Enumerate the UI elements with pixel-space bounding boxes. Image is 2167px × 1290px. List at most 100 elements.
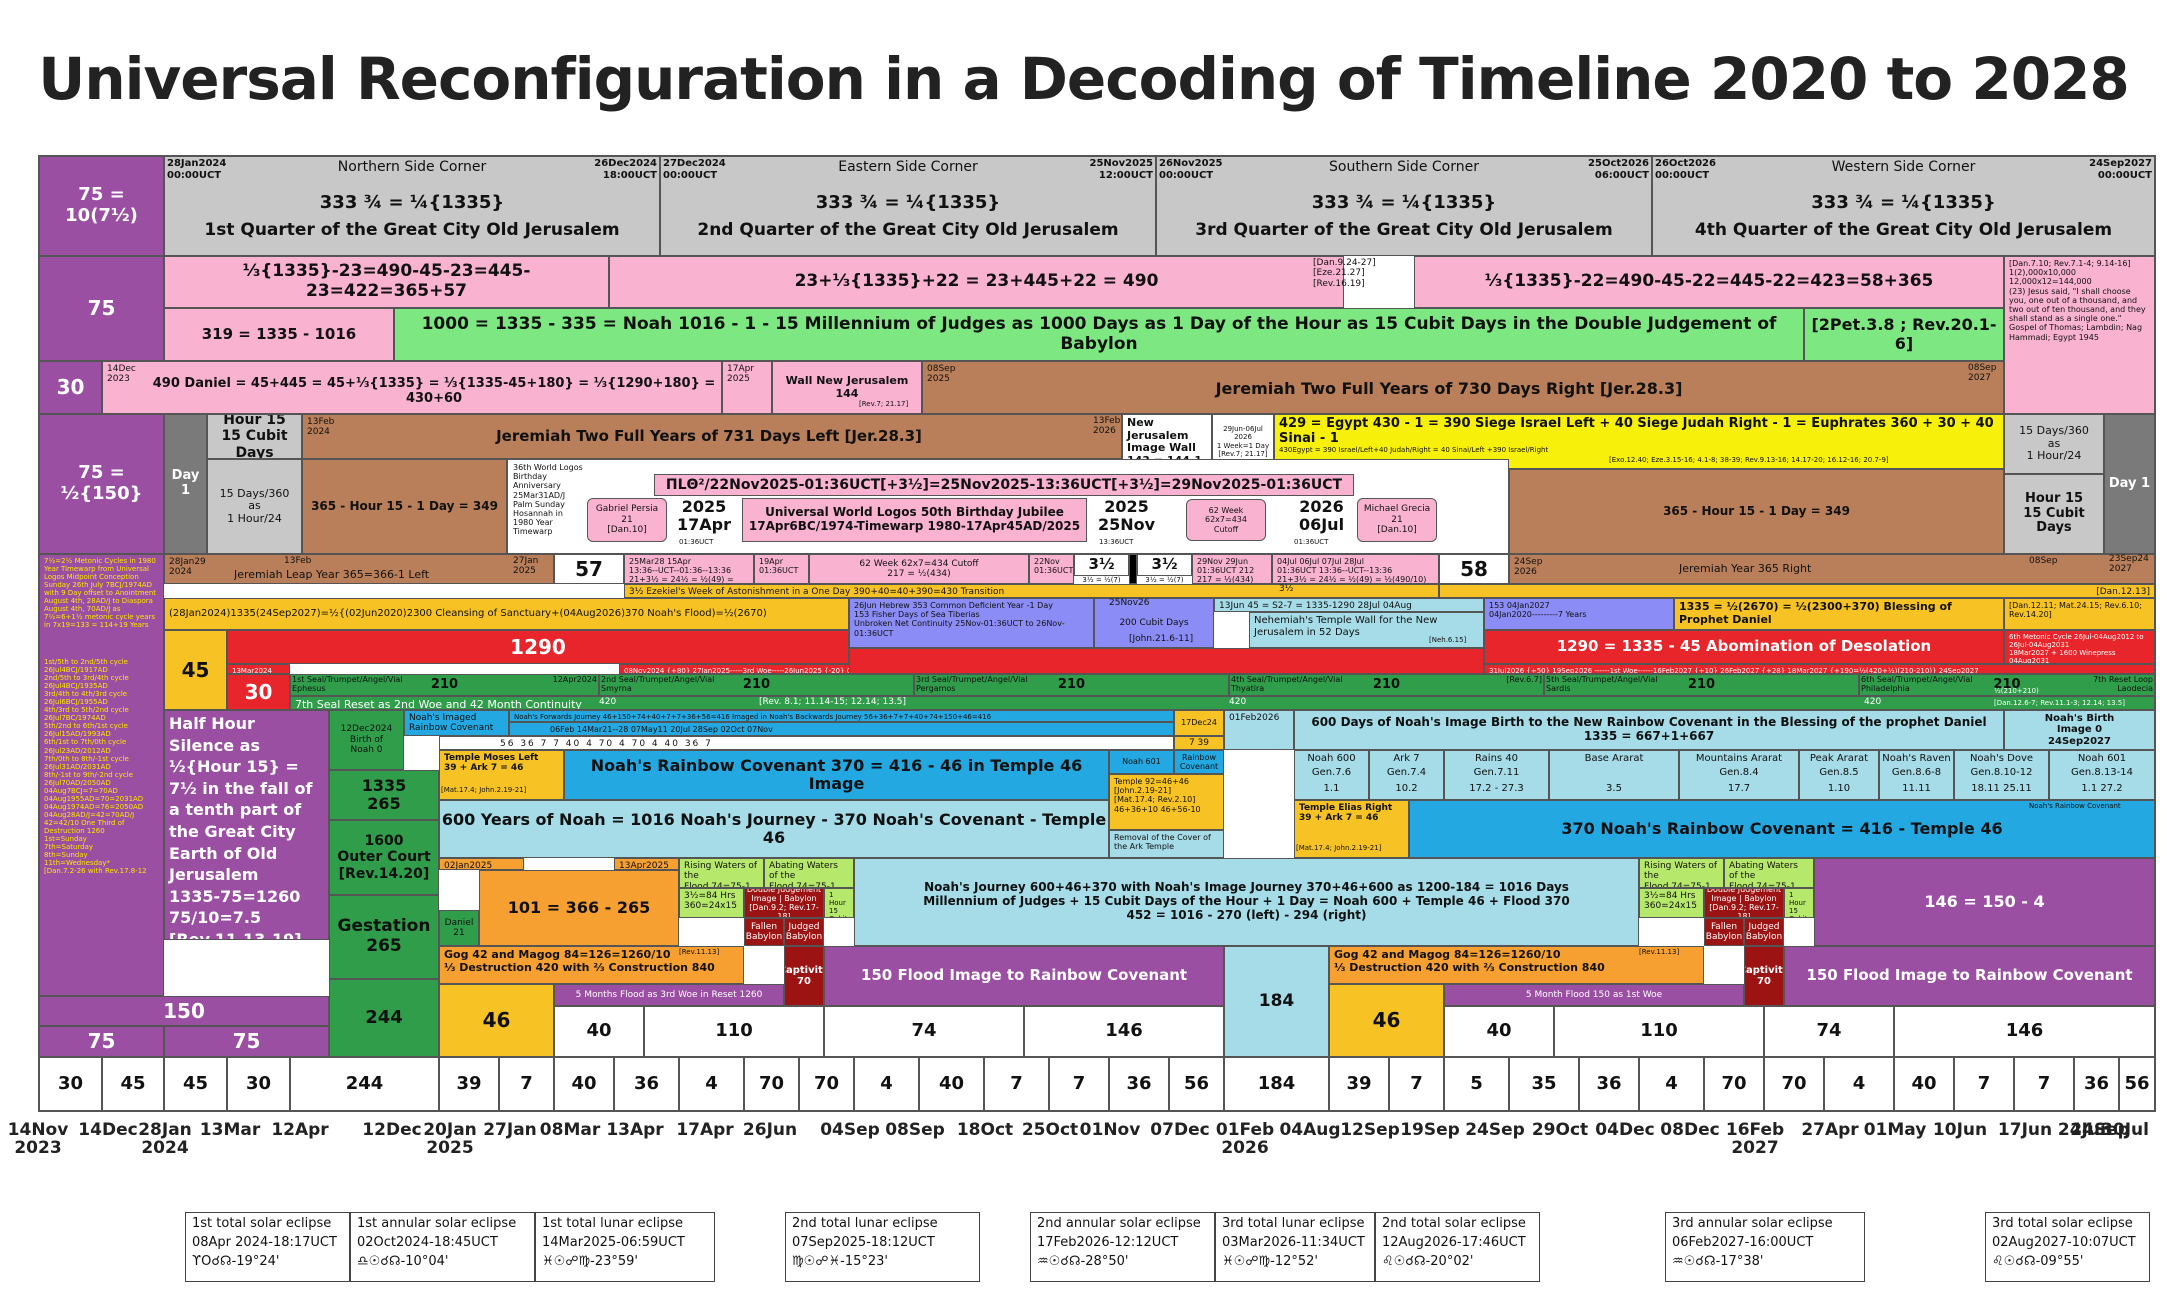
- n2102: ½(210+210): [1994, 687, 2039, 695]
- gen-stage-2: [1369, 750, 1444, 800]
- eclipse-position: ♍☉☍♓-15°23': [792, 1253, 888, 1269]
- eclipse-box: 1st total solar eclipse 08Apr 2024-18:17U…: [185, 1212, 350, 1282]
- gen-stage-5-ref: Gen.8.4: [1719, 767, 1759, 778]
- bottom-num-21: 7: [1389, 1057, 1444, 1111]
- seal-1-num: 210: [430, 677, 459, 692]
- quarter-1-side: Northern Side Corner: [337, 158, 487, 175]
- quarter-4-end: 24Sep2027 00:00UCT: [2089, 158, 2152, 181]
- quarter-2-start: 27Dec2024 00:00UCT: [663, 158, 726, 181]
- noah-nums: 56 36 7 7 40 4 70 4 70 4 40 36 7: [439, 736, 1174, 750]
- bottom-num-5: 244: [290, 1057, 439, 1111]
- captivity-2: Captivity 70: [1744, 946, 1784, 1006]
- seven-years: 153 04Jan2027 04Jan2020---------7 Years: [1484, 598, 1674, 630]
- timeline-date: 14Dec: [78, 1120, 138, 1140]
- seal-3-num: 210: [1057, 677, 1086, 692]
- eclipse-name: 2nd annular solar eclipse: [1037, 1216, 1201, 1231]
- gen-stage-5-title: Mountains Ararat: [1695, 753, 1783, 764]
- seventh-seal: 7th Seal Reset as 2nd Woe and 42 Month C…: [290, 696, 2155, 710]
- gog-magog-2: Gog 42 and Magog 84=126=1260/10 ⅓ Destru…: [1329, 946, 1704, 984]
- quarter-2-end: 25Nov2025 12:00UCT: [1089, 158, 1153, 181]
- timeline-date: 07Dec: [1150, 1120, 1210, 1140]
- eclipse-position: ♒☉☌☊-17°38': [1672, 1253, 1764, 1269]
- s45: 13Jun 45 = S2-7 = 1335-1290 28Jul 04Aug: [1214, 598, 1484, 612]
- blessing: 1335 = ½(2670) = ½(2300+370) Blessing of…: [1674, 598, 2004, 630]
- gen-stage-2-title: Ark 7: [1393, 753, 1420, 764]
- timeline-date: 08Mar: [539, 1120, 601, 1140]
- n46-left: 46: [439, 984, 554, 1057]
- quarter-1-start: 28Jan2024 00:00UCT: [167, 158, 227, 181]
- half-week-1-sub: 3½ = ½(7): [1082, 576, 1121, 584]
- d28jan: 28Jan29 2024: [164, 554, 554, 584]
- formula-left: ⅓{1335}-23=490-45-23=445-23=422=365+57: [164, 256, 609, 308]
- gen-stage-3-ref: Gen.7.11: [1473, 767, 1520, 778]
- d24sep: 24Sep 2026: [1509, 554, 2155, 584]
- seal-1: [290, 674, 599, 696]
- left-75-10: 75 = 10(7½): [39, 156, 164, 256]
- dec24: 17Dec24: [1174, 710, 1224, 736]
- bottom-num-13: 4: [854, 1057, 919, 1111]
- hrs84-2: 3½=84 Hrs 360=24x15: [1639, 888, 1704, 918]
- gog-ref-2: [Rev.11.13]: [1639, 948, 1680, 956]
- bottom-num-30: 7: [1954, 1057, 2014, 1111]
- quarter-4: [1652, 156, 2155, 256]
- bottom-num-4: 30: [227, 1057, 290, 1111]
- d2026-06jul: 2026 06Jul: [1284, 496, 1359, 536]
- timeline-date: 13Apr: [606, 1120, 664, 1140]
- fallen-2: Fallen Babylon: [1704, 918, 1744, 946]
- timeline-date: 08Sep: [885, 1120, 945, 1140]
- timeline-date: 26Jun: [742, 1120, 798, 1140]
- eclipse-time: 12Aug2026-17:46UCT: [1382, 1234, 1526, 1250]
- seal-6-name: 6th Seal/Trumpet/Angel/Vial Philadelphia: [1861, 675, 1973, 694]
- half-week-2: 3½: [1137, 554, 1192, 576]
- timeline-date: 29Oct: [1531, 1120, 1589, 1140]
- eclipse-position: ♓☉☍♍-12°52': [1222, 1253, 1318, 1269]
- noah-imaged: Noah's Imaged Rainbow Covenant: [404, 710, 509, 736]
- noah-journey: Noah's Journey 600+46+370 with Noah's Im…: [854, 858, 1639, 946]
- seal-4: [1229, 674, 1544, 696]
- rising-waters-2: Rising Waters of the Flood 74=75-1 Hour: [1639, 858, 1724, 888]
- seal-4-note: [Rev.6.7]: [1506, 675, 1542, 684]
- days360-left: 15 Days/360 as 1 Hour/24: [207, 459, 302, 554]
- n184: 184: [1224, 946, 1329, 1057]
- flood-count-left-2: 110: [644, 1006, 824, 1057]
- eclipse-box: 2nd total lunar eclipse 07Sep2025-18:12UC…: [785, 1212, 980, 1282]
- eclipse-time: 02Oct2024-18:45UCT: [357, 1234, 498, 1250]
- noah-dates: 06Feb 14Mar21--28 07May11 20Jul 28Sep 02…: [509, 722, 1174, 736]
- bottom-num-14: 40: [919, 1057, 984, 1111]
- seal-4-num: 210: [1372, 677, 1401, 692]
- temple92: Temple 92=46+46 [John.2.19-21] [Mat.17.4…: [1109, 774, 1224, 830]
- eclipse-box: 2nd total solar eclipse 12Aug2026-17:46UC…: [1375, 1212, 1540, 1282]
- gen-stage-5: [1679, 750, 1799, 800]
- n58: 58: [1439, 554, 1509, 584]
- gen-stage-9: [2049, 750, 2155, 800]
- jan02: 02Jan2025: [439, 858, 524, 870]
- left-150: 150: [39, 996, 329, 1026]
- hrs84: 3½=84 Hrs 360=24x15: [679, 888, 744, 918]
- day1-left: Day 1: [164, 414, 207, 554]
- quarter-4-side: Western Side Corner: [1831, 158, 1976, 175]
- eclipse-time: 08Apr 2024-18:17UCT: [192, 1234, 337, 1250]
- eclipse-name: 1st total lunar eclipse: [542, 1216, 684, 1231]
- days360-right: 15 Days/360 as 1 Hour/24: [2004, 414, 2104, 474]
- d13feb: 13Feb 2024: [302, 414, 1122, 459]
- daniel21: Daniel 21: [439, 910, 479, 946]
- n420a: 420: [599, 697, 617, 707]
- left-30b: 30: [227, 674, 290, 710]
- daniel-490: 490 Daniel = 45+445 = 45+⅓{1335} = ⅓{133…: [152, 376, 716, 406]
- formula-mid-ref: [Dan.9.24-27] [Eze.21.27] [Rev.16.19]: [1313, 258, 1376, 289]
- feb01-26: 01Feb2026: [1224, 710, 1294, 750]
- woe5: 5 Months Flood as 3rd Woe in Reset 1260: [554, 984, 784, 1006]
- nov29: 29Nov 29Jun 01:36UCT 212 217 = ½(434): [1192, 554, 1272, 584]
- quarter-4-formula: 333 ¾ = ¼{1335}: [1811, 191, 1996, 213]
- timeline-date: 19Sep: [1400, 1120, 1460, 1140]
- gen-stage-6-val: 1.10: [1827, 783, 1851, 794]
- gabriel: Gabriel Persia 21 [Dan.10]: [587, 498, 667, 542]
- timeline-date: 04Sep: [820, 1120, 880, 1140]
- timeline-date: 01May: [1863, 1120, 1927, 1140]
- timeline-date: 27Apr: [1801, 1120, 1859, 1140]
- timeline-date: 12Apr: [271, 1120, 329, 1140]
- fallen: Fallen Babylon: [744, 918, 784, 946]
- d14dec: 14Dec 2023: [102, 361, 722, 414]
- d2025-25nov-t: 13:36UCT: [1099, 538, 1134, 546]
- red-mid: [849, 648, 1484, 674]
